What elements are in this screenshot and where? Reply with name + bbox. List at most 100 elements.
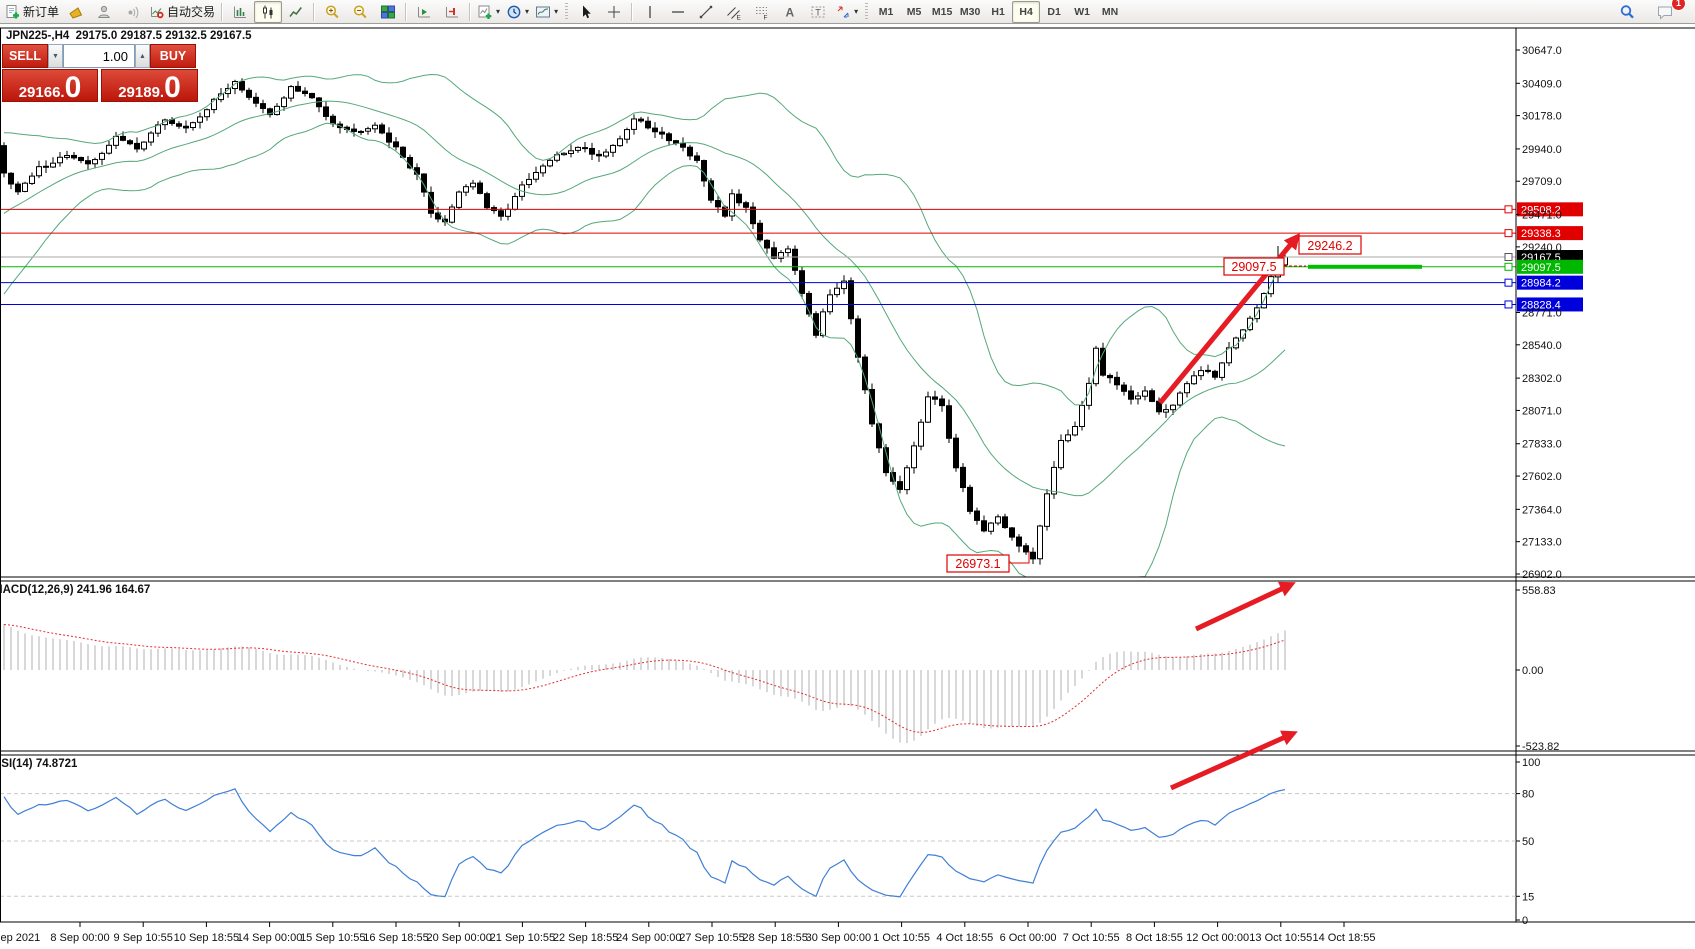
chart-shift-icon [446,6,459,17]
signal-icon [128,6,139,18]
periods-button[interactable]: ▾ [503,1,532,23]
add-indicator-icon [478,5,492,19]
dropdown-arrow-icon: ▾ [525,7,530,16]
dropdown-arrow-icon: ▾ [854,7,859,16]
templates-button[interactable]: ▾ [532,1,561,23]
buy-price[interactable]: 29189. 0 [101,69,198,103]
equidistant-channel-button[interactable]: E [720,1,748,23]
toolbar-separator [405,2,408,21]
svg-text:E: E [737,14,742,20]
time-axis-label: 9 Sep 10:55 [114,932,173,944]
new-order-button[interactable]: 新订单 [2,1,62,23]
crosshair-button[interactable] [600,1,628,23]
time-axis-label: 22 Sep 18:55 [553,932,618,944]
sell-button[interactable]: SELL [2,44,48,68]
timeframe-button-mn[interactable]: MN [1101,5,1119,18]
toolbar-separator [469,2,472,21]
cursor-button[interactable] [572,1,600,23]
toolbar-grip[interactable] [564,2,570,21]
line-chart-icon [289,6,302,17]
auto-trading-button[interactable]: 自动交易 [146,1,218,23]
rsi-axis-tick: 15 [1522,891,1534,903]
profile-button[interactable] [90,1,118,23]
time-axis-label: 8 Oct 18:55 [1126,932,1183,944]
zoom-in-button[interactable] [318,1,346,23]
macd-signal-line [3,624,1286,734]
periods-icon [507,5,521,18]
timeframe-button-m30[interactable]: M30 [959,5,981,18]
notifications-button[interactable]: 1 [1651,0,1686,23]
price-axis-tick: 27364.0 [1522,504,1562,516]
price-level-axis-label: 28984.2 [1521,278,1561,290]
tile-windows-icon [381,5,396,18]
bar-chart-button[interactable] [226,1,254,23]
timeframe-button-m15[interactable]: M15 [931,5,953,18]
crosshair-icon [608,5,621,18]
announcement-button[interactable] [62,1,90,23]
bar-chart-icon [234,6,247,18]
volume-input[interactable] [63,44,135,68]
auto-scroll-icon [418,6,431,17]
zoom-out-button[interactable] [346,1,374,23]
vertical-line-button[interactable] [636,1,664,23]
chart-shift-button[interactable] [438,1,466,23]
svg-text:F: F [764,14,768,20]
cursor-icon [583,5,591,18]
buy-button[interactable]: BUY [150,44,196,68]
price-level-axis-label: 29508.2 [1521,204,1561,216]
new-order-icon [6,4,19,18]
trendline-button[interactable] [692,1,720,23]
rsi-axis-tick: 50 [1522,836,1534,848]
time-axis-label: 14 Oct 18:55 [1313,932,1376,944]
price-axis-tick: 30409.0 [1522,78,1562,90]
line-chart-button[interactable] [282,1,310,23]
text-button[interactable]: A [776,1,804,23]
equidistant-channel-icon: E [727,6,742,20]
tile-windows-button[interactable] [374,1,402,23]
bb-upper [3,74,1286,406]
timeframe-button-h4[interactable]: H4 [1012,0,1041,23]
trendline-icon [699,5,713,18]
rsi-line [3,788,1286,898]
timeframe-button-h1[interactable]: H1 [991,5,1005,18]
macd-axis-tick: -523.82 [1522,741,1559,753]
candlestick-button[interactable] [254,0,283,23]
arrows-button[interactable]: ▾ [832,1,861,23]
price-axis-tick: 29471.0 [1522,210,1562,222]
timeframe-button-w1[interactable]: W1 [1074,5,1090,18]
toolbar-grip[interactable] [864,2,870,21]
fibonacci-button[interactable]: F [748,1,776,23]
svg-text:A: A [786,5,795,19]
timeframe-button-m5[interactable]: M5 [906,5,922,18]
panel-divider[interactable] [0,576,1695,756]
time-axis-label: 15 Sep 10:55 [300,932,365,944]
text-icon: A [786,5,795,19]
price-axis-tick: 28540.0 [1522,340,1562,352]
timeframe-button-d1[interactable]: D1 [1047,5,1061,18]
sell-price[interactable]: 29166. 0 [2,69,98,103]
price-axis-tick: 30647.0 [1522,45,1562,57]
support-trendline-object[interactable] [1308,264,1422,269]
vertical-line-icon [649,5,651,18]
price-axis-tick: 29940.0 [1522,144,1562,156]
time-axis-label: 24 Sep 00:00 [616,932,681,944]
volume-increase-button[interactable]: ▲ [135,44,150,68]
volume-decrease-button[interactable]: ▼ [48,44,63,68]
chart-frame [0,27,1695,923]
time-axis-label: 20 Sep 00:00 [426,932,491,944]
announcement-icon [69,6,83,19]
search-button[interactable] [1613,1,1641,23]
add-indicator-button[interactable]: ▾ [474,1,503,23]
horizontal-line-button[interactable] [664,1,692,23]
time-axis-label: 28 Sep 18:55 [742,932,807,944]
auto-scroll-button[interactable] [410,1,438,23]
time-axis-label: 7 Sep 2021 [0,932,40,944]
timeframe-button-m1[interactable]: M1 [878,5,894,18]
macd-trend-arrow [1194,581,1296,632]
price-axis-tick: 27833.0 [1522,439,1562,451]
time-axis-label: 6 Oct 00:00 [1000,932,1057,944]
signal-button[interactable] [118,1,146,23]
time-axis-label: 21 Sep 10:55 [490,932,555,944]
text-label-button[interactable]: T [804,1,832,23]
